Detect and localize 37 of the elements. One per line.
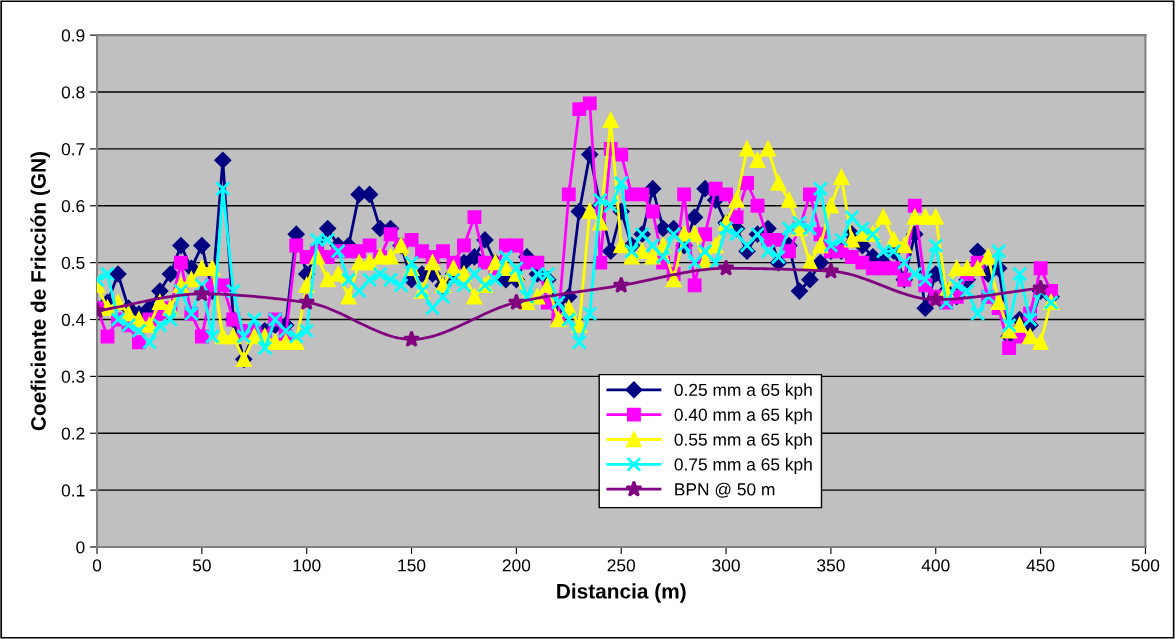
y-tick-label: 0.9 xyxy=(61,29,85,42)
x-tick-label: 250 xyxy=(607,559,636,572)
legend-label: 0.25 mm a 65 kph xyxy=(674,383,812,400)
point xyxy=(507,293,526,311)
y-tick-label: 0.7 xyxy=(61,143,85,156)
x-tick-label: 300 xyxy=(712,559,740,572)
legend-label: 0.75 mm a 65 kph xyxy=(674,457,812,475)
x-tick-label: 350 xyxy=(817,559,845,572)
y-tick-label: 0.2 xyxy=(61,427,85,440)
x-axis-title: Distancia (m) xyxy=(557,583,686,603)
point xyxy=(822,262,840,279)
x-tick-label: 450 xyxy=(1026,559,1055,572)
x-tick-label: 50 xyxy=(192,559,211,572)
point xyxy=(927,290,945,308)
y-axis-title: Coeficiente de Fricción (GN) xyxy=(30,152,50,431)
point xyxy=(193,284,211,302)
point xyxy=(717,259,735,276)
point xyxy=(402,330,421,347)
point xyxy=(612,276,630,293)
x-tick-label: 200 xyxy=(502,559,531,572)
y-tick-label: 0.5 xyxy=(61,256,85,270)
legend-label: BPN @ 50 m xyxy=(675,482,775,498)
y-tick-label: 0.3 xyxy=(61,370,85,383)
y-tick-label: 0.1 xyxy=(61,484,85,497)
legend-label: 0.40 mm a 65 kph xyxy=(674,408,812,425)
y-tick-label: 0.4 xyxy=(61,313,85,326)
y-tick-label: 0.8 xyxy=(61,86,85,99)
x-tick-label: 400 xyxy=(921,559,950,572)
y-tick-label: 0 xyxy=(76,541,85,554)
x-tick-label: 500 xyxy=(1131,559,1160,572)
x-tick-label: 0 xyxy=(92,559,102,572)
y-tick-label: 0.6 xyxy=(61,199,85,213)
x-tick-label: 150 xyxy=(398,559,426,572)
point xyxy=(298,293,316,311)
point xyxy=(1031,279,1050,296)
legend-label: 0.55 mm a 65 kph xyxy=(674,433,812,450)
x-tick-label: 100 xyxy=(293,559,321,572)
